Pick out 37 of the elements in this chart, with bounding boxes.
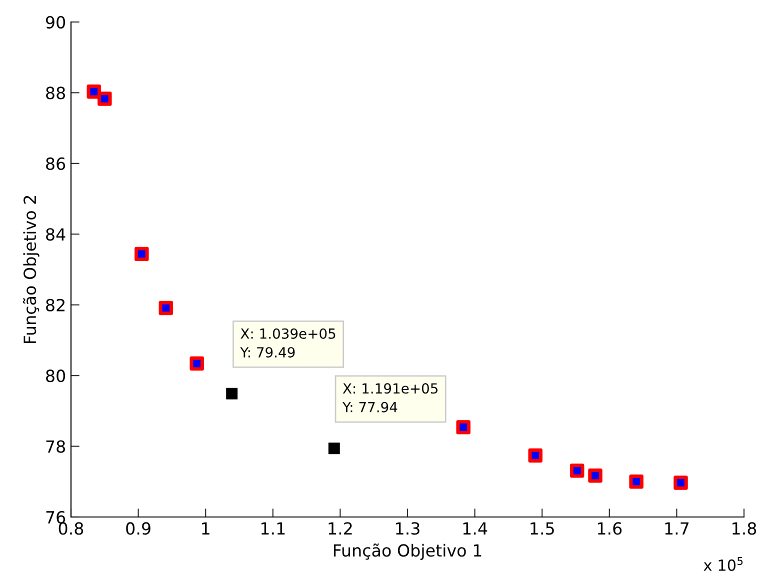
text: x 10$^{5}$	[704, 557, 743, 571]
y-tick-label: 90	[46, 16, 66, 29]
y-tick-label: 76	[46, 510, 66, 524]
y-tick-label: 80	[46, 370, 66, 382]
point	[570, 464, 584, 478]
y-tick-label: 82	[46, 298, 64, 312]
x-tick-label: 1.8	[732, 522, 756, 535]
x-tick-label: 0.9	[126, 522, 150, 535]
point	[674, 476, 688, 490]
x-axis-title: Função Objetivo 1	[334, 544, 482, 560]
point	[190, 356, 204, 371]
y-tick-label: 78	[46, 440, 65, 453]
x-tick-label: 1.7	[665, 522, 689, 535]
y-axis-title: Função Objetivo 2	[22, 196, 40, 344]
x-tick-label: 1.5	[530, 522, 554, 535]
y-tick-label: 86	[46, 157, 66, 170]
point	[456, 420, 470, 434]
point	[86, 84, 101, 99]
point	[588, 468, 602, 483]
x-tick-label: 1.1	[261, 522, 285, 535]
x-tick-label: 1.4	[463, 522, 488, 535]
point	[328, 442, 340, 454]
x-tick-label: 1	[202, 522, 210, 535]
point	[528, 448, 542, 463]
x-tick-label: 1.3	[396, 522, 420, 535]
point	[226, 388, 238, 400]
point	[629, 474, 644, 489]
x-tick-label: 0.8	[58, 522, 84, 535]
y-tick-label: 84	[46, 228, 66, 241]
y-tick-label: 88	[46, 86, 65, 100]
point	[98, 92, 112, 106]
point	[158, 300, 174, 316]
annotation: X: 1.039e+05 Y: 79.49	[240, 328, 336, 358]
annotation: X: 1.191e+05 Y: 77.94	[342, 383, 438, 412]
point	[134, 246, 149, 262]
x-tick-label: 1.2	[328, 522, 352, 535]
x-tick-label: 1.6	[598, 522, 622, 535]
